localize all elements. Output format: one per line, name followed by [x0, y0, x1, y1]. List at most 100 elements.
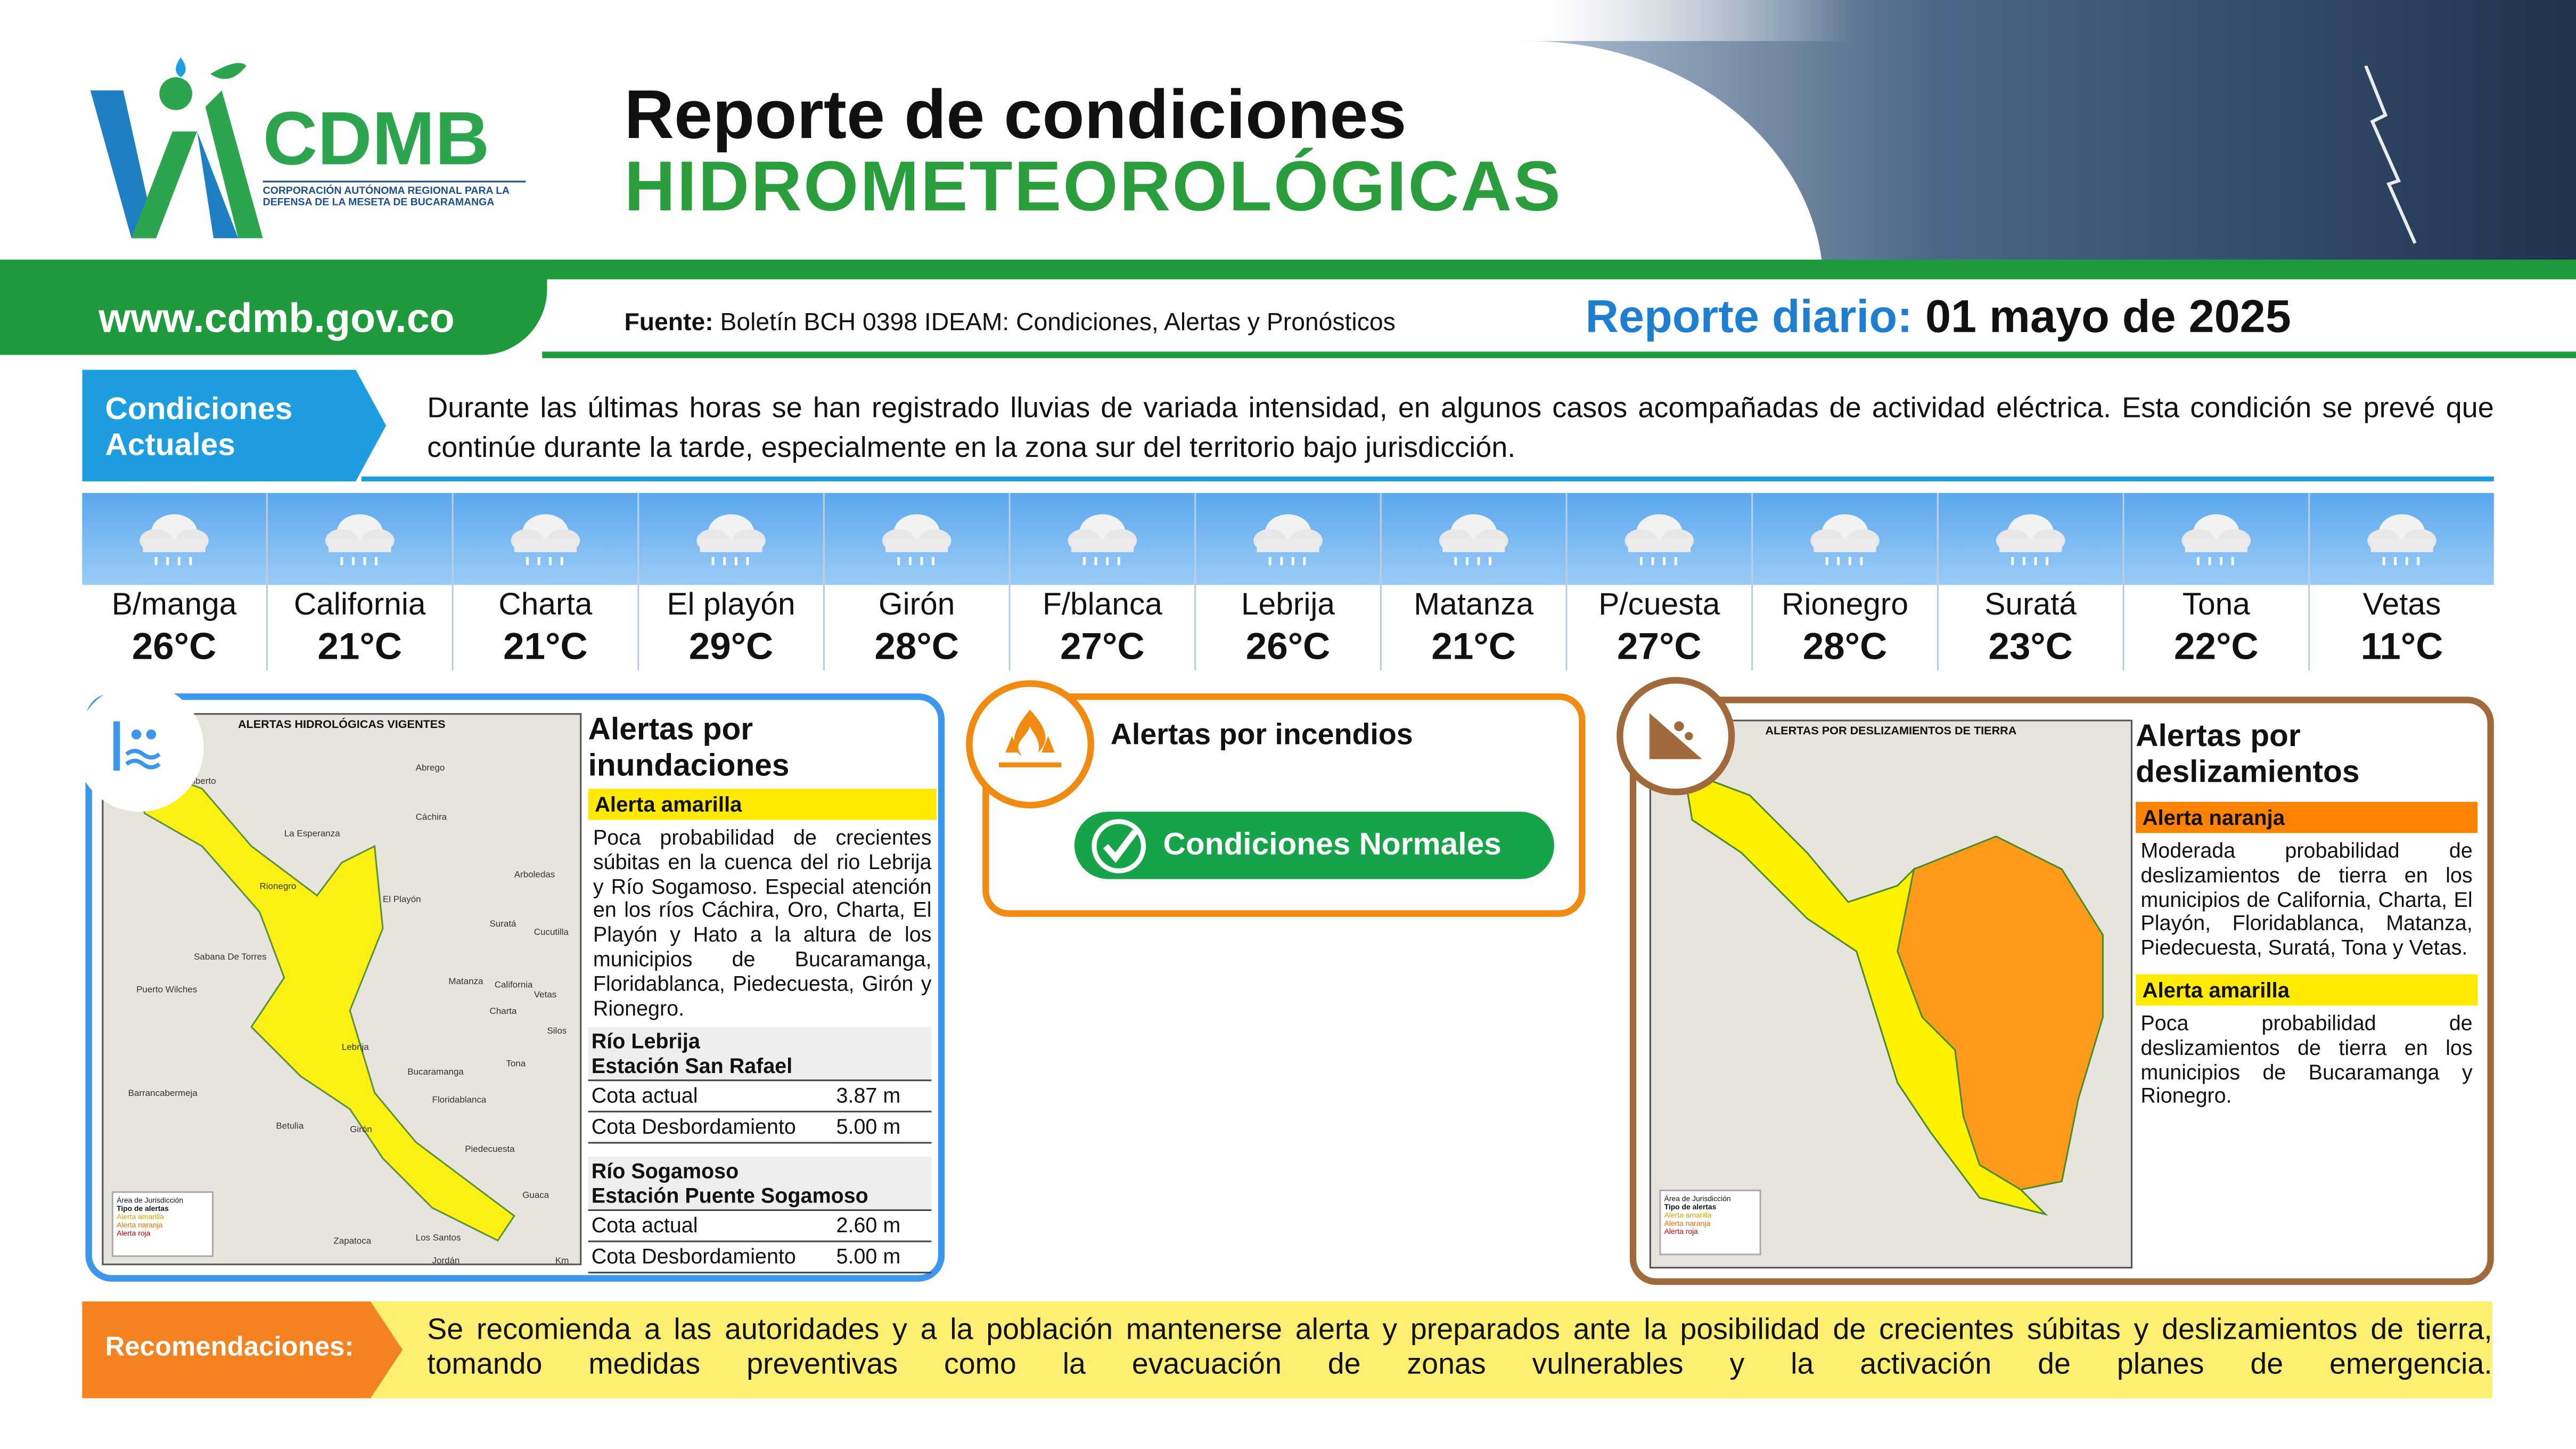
municipality-name: Tona — [2182, 588, 2250, 623]
source-value: Boletín BCH 0398 IDEAM: Condiciones, Ale… — [713, 309, 1396, 337]
legend-red: Alerta roja — [117, 1229, 151, 1238]
weather-cell: B/manga 26°C — [82, 493, 268, 670]
weather-cell: Suratá 23°C — [1938, 493, 2124, 670]
landslide-alert-area — [1683, 769, 2104, 1216]
flood-alert-text: Poca probabilidad de crecientes súbitas … — [593, 824, 932, 1020]
cdmb-logo: CDMB CORPORACIÓN AUTÓNOMA REGIONAL PARA … — [82, 57, 526, 242]
map-label: Bucaramanga — [407, 1068, 464, 1078]
station-block: Río Lebrija Estación San Rafael Cota actua… — [588, 1027, 932, 1144]
map-label: Matanza — [448, 977, 483, 988]
rain-cloud-icon — [511, 514, 580, 566]
temperature: 22°C — [2174, 624, 2259, 667]
municipality-name: Matanza — [1414, 588, 1534, 623]
municipality-name: B/manga — [111, 588, 237, 623]
conditions-label: Condiciones Actuales — [82, 370, 387, 482]
row-label: Cota actual — [591, 1213, 698, 1238]
water-level-icon — [75, 683, 204, 812]
map-label: Arboledas — [514, 871, 555, 881]
map-label: Vetas — [534, 990, 557, 1001]
page-title: Reporte de condiciones — [624, 75, 1407, 153]
map-label: Guaca — [522, 1191, 549, 1201]
weather-cell: P/cuesta 27°C — [1567, 493, 1753, 670]
weather-cell: Matanza 21°C — [1381, 493, 1568, 670]
map-label: Suratá — [489, 920, 516, 930]
station-row: Cota actual 3.87 m — [588, 1082, 932, 1114]
weather-cell: El playón 29°C — [639, 493, 825, 670]
map-label: Los Santos — [415, 1234, 461, 1244]
municipality-name: P/cuesta — [1598, 588, 1720, 623]
station-name: Estación San Rafael — [591, 1053, 793, 1079]
temperature: 29°C — [688, 624, 774, 667]
map-label: Km — [555, 1257, 569, 1265]
temperature: 21°C — [503, 624, 588, 667]
source-text: Fuente: Boletín BCH 0398 IDEAM: Condicio… — [624, 309, 1395, 337]
logo-text: CDMB — [262, 95, 490, 181]
municipality-name: Vetas — [2362, 588, 2441, 623]
map-label: Tona — [506, 1060, 526, 1070]
map-label: Puerto Wilches — [136, 986, 198, 996]
landslide-map: ALERTAS POR DESLIZAMIENTOS DE TIERRA Áre… — [1649, 719, 2132, 1269]
municipality-name: El playón — [667, 588, 795, 623]
rain-cloud-icon — [140, 514, 209, 566]
municipality-name: Lebrija — [1241, 588, 1335, 623]
rain-cloud-icon — [696, 514, 766, 566]
flood-alert-area — [135, 763, 515, 1242]
row-value: 5.00 m — [836, 1244, 901, 1270]
rain-cloud-icon — [2367, 514, 2436, 566]
source-label: Fuente: — [624, 309, 713, 337]
recommendations-label: Recomendaciones: — [82, 1301, 403, 1398]
lightning-icon — [2364, 66, 2417, 244]
temperature: 28°C — [874, 624, 959, 667]
temperature: 27°C — [1617, 624, 1702, 667]
landslide-alert-text: Moderada probabilidad de deslizamientos … — [2140, 838, 2473, 960]
map-label: Barrancabermeja — [128, 1089, 198, 1100]
weather-cell: California 21°C — [267, 493, 454, 670]
recommendations-bar — [82, 1301, 2492, 1398]
municipality-name: Suratá — [1984, 588, 2077, 623]
divider — [542, 351, 2576, 358]
flood-alerts-panel: ALERTAS HIDROLÓGICAS VIGENTES San Martín… — [75, 683, 945, 1282]
rain-cloud-icon — [1625, 514, 1694, 566]
map-title: ALERTAS HIDROLÓGICAS VIGENTES — [237, 719, 446, 732]
forest-fire-icon — [966, 680, 1094, 809]
legend-red: Alerta roja — [1664, 1227, 1698, 1236]
station-name: Estación Puente Sogamoso — [591, 1183, 868, 1208]
map-label: Rionegro — [259, 882, 297, 893]
logo-mark-icon — [90, 57, 263, 239]
website-link[interactable]: www.cdmb.gov.co — [99, 296, 455, 342]
map-label: California — [494, 981, 533, 991]
municipality-name: Girón — [879, 588, 955, 623]
map-label: La Esperanza — [284, 830, 340, 840]
temperature: 21°C — [317, 624, 402, 667]
legend-area: Área de Jurisdicción — [1664, 1194, 1731, 1203]
rain-cloud-icon — [1439, 514, 1508, 566]
legend-orange: Alerta naranja — [117, 1221, 163, 1229]
legend-yellow: Alerta amarilla — [117, 1213, 164, 1221]
map-label: Abrego — [415, 764, 445, 774]
legend-yellow: Alerta amarilla — [1664, 1211, 1712, 1219]
row-label: Cota Desbordamiento — [591, 1115, 796, 1140]
municipality-name: Charta — [498, 588, 593, 623]
row-label: Cota Desbordamiento — [591, 1244, 796, 1270]
temperature: 26°C — [1245, 624, 1331, 667]
station-row: Cota actual 2.60 m — [588, 1211, 932, 1243]
municipality-name: California — [293, 588, 426, 623]
temperature: 28°C — [1802, 624, 1888, 667]
map-label: Floridablanca — [432, 1096, 487, 1106]
divider — [361, 476, 2494, 482]
legend-area: Área de Jurisdicción — [117, 1196, 184, 1205]
url-banner — [0, 259, 547, 355]
map-label: Piedecuesta — [465, 1145, 515, 1156]
header-fade — [0, 0, 2576, 42]
river-name: Río Sogamoso — [591, 1159, 739, 1184]
rain-cloud-icon — [1810, 514, 1880, 566]
fire-status: Condiciones Normales — [1163, 827, 1502, 862]
flood-alert-level: Alerta amarilla — [588, 789, 937, 820]
fire-status-badge: Condiciones Normales — [1074, 812, 1554, 879]
landslide-alert-text: Poca probabilidad de deslizamientos de t… — [2140, 1010, 2473, 1108]
fire-title: Alertas por incendios — [1110, 718, 1413, 751]
logo-subtitle: CORPORACIÓN AUTÓNOMA REGIONAL PARA LA DE… — [262, 181, 526, 209]
report-date-value: 01 mayo de 2025 — [1912, 291, 2291, 342]
weather-cell: Vetas 11°C — [2310, 493, 2494, 670]
rain-cloud-icon — [1996, 514, 2065, 566]
